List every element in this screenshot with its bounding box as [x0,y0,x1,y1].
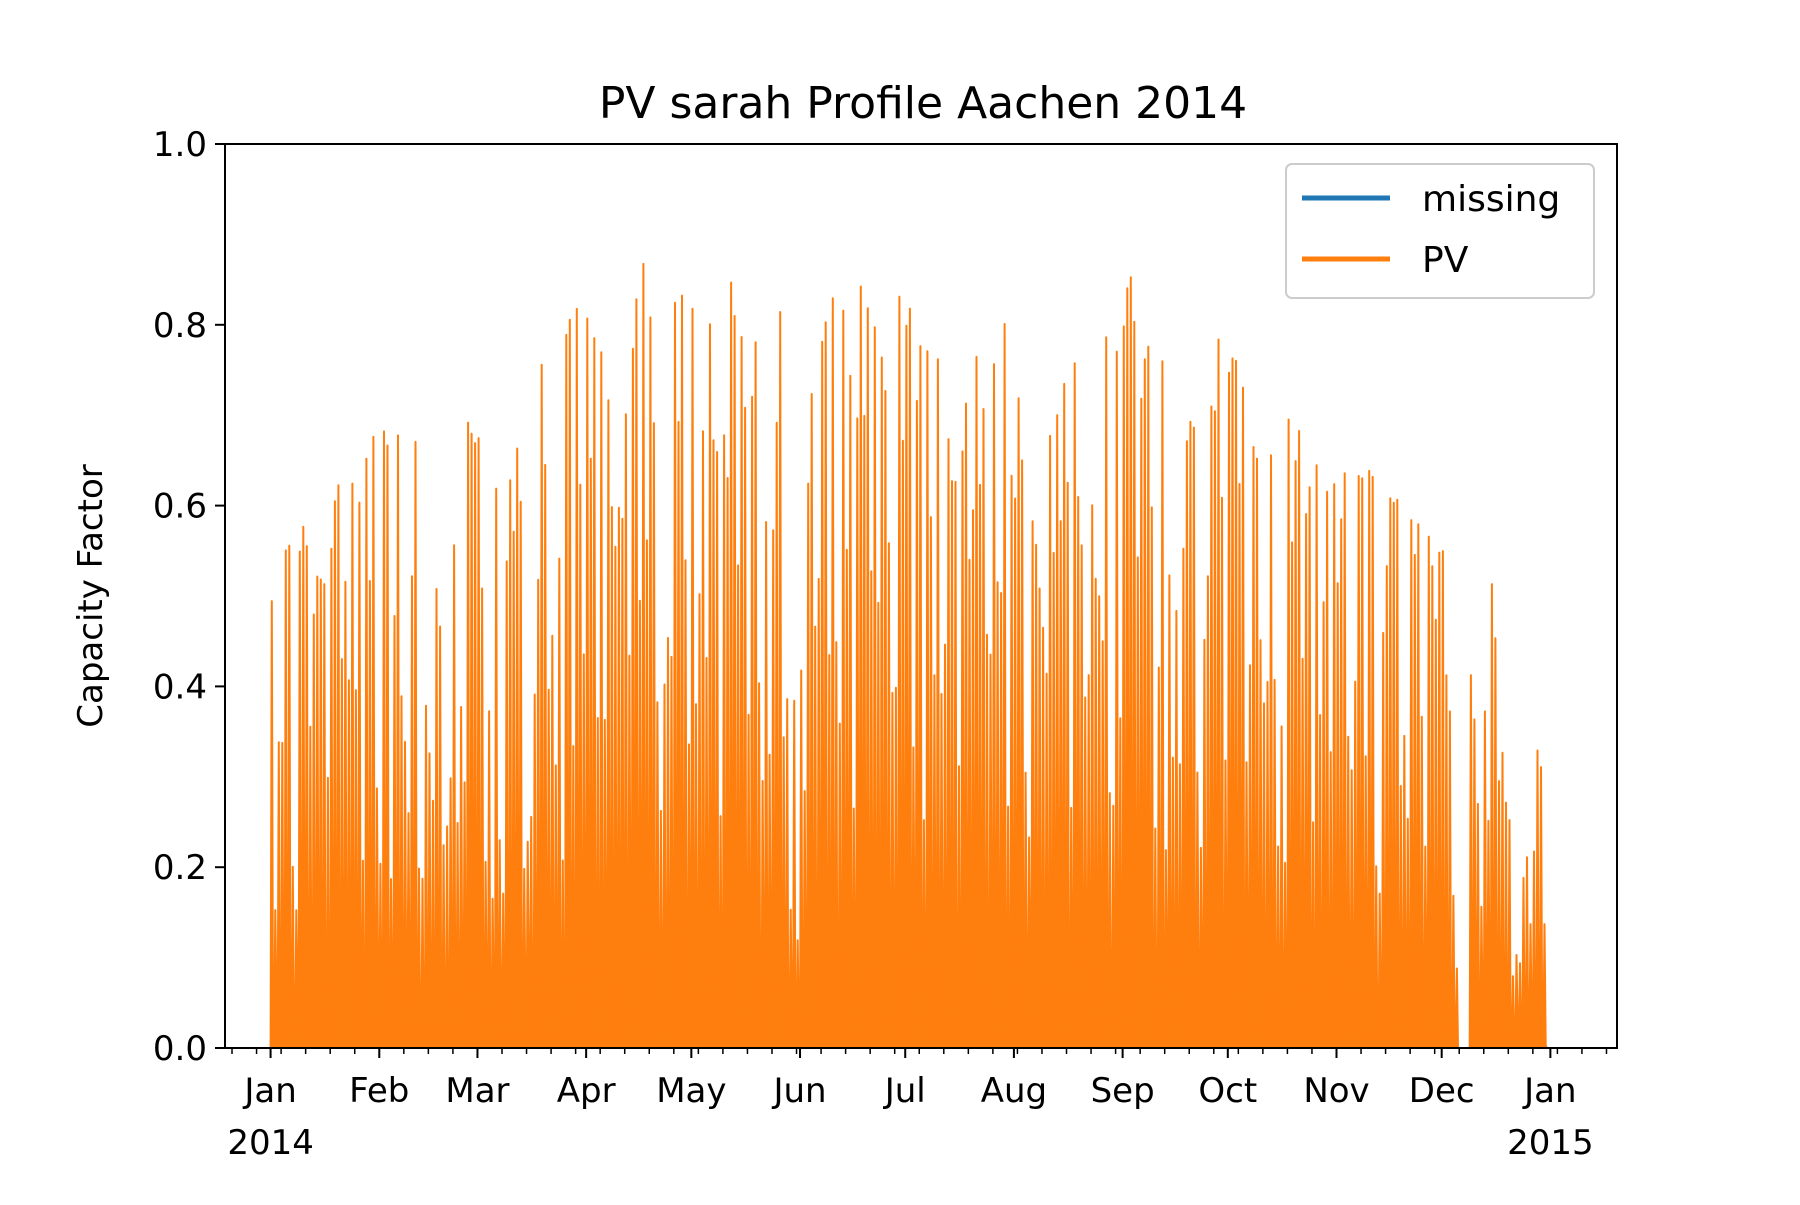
x-tick-label: Aug [981,1071,1047,1111]
y-tick-label: 0.6 [153,487,207,527]
x-tick-label: Jan [1522,1071,1576,1111]
series-layer [269,262,1548,1049]
legend-label-pv: PV [1422,240,1469,281]
x-tick-label: Oct [1198,1071,1257,1111]
y-tick-label: 0.4 [153,667,207,707]
legend-label-missing: missing [1422,179,1560,220]
x-tick-label: Jul [883,1071,926,1111]
pv-series-line [269,262,1548,1049]
x-tick-year-label: 2015 [1507,1123,1594,1163]
x-tick-year-label: 2014 [227,1123,314,1163]
plot-frame [224,143,1618,1049]
y-tick-label: 0.2 [153,848,207,888]
x-tick-label: Apr [557,1071,616,1111]
y-tick-label: 0.0 [153,1029,207,1069]
x-tick-label: Sep [1091,1071,1155,1111]
x-tick-label: Feb [349,1071,409,1111]
x-tick-label: Nov [1303,1071,1369,1111]
y-tick-label: 1.0 [153,125,207,165]
x-tick-label: May [656,1071,726,1111]
x-tick-label: Jan [242,1071,296,1111]
y-axis: 0.0 0.2 0.4 0.6 0.8 1.0 [153,125,225,1069]
x-tick-label: Dec [1409,1071,1475,1111]
x-tick-label: Mar [445,1071,509,1111]
legend: missing PV [1285,163,1595,299]
y-axis-label: Capacity Factor [71,464,111,727]
y-tick-label: 0.8 [153,306,207,346]
x-axis: Jan 2014 Feb Mar Apr May Jun Jul Aug Sep Oct Nov Dec… [227,1048,1608,1163]
x-tick-label: Jun [771,1071,826,1111]
chart-title: PV sarah Profile Aachen 2014 [599,78,1247,129]
